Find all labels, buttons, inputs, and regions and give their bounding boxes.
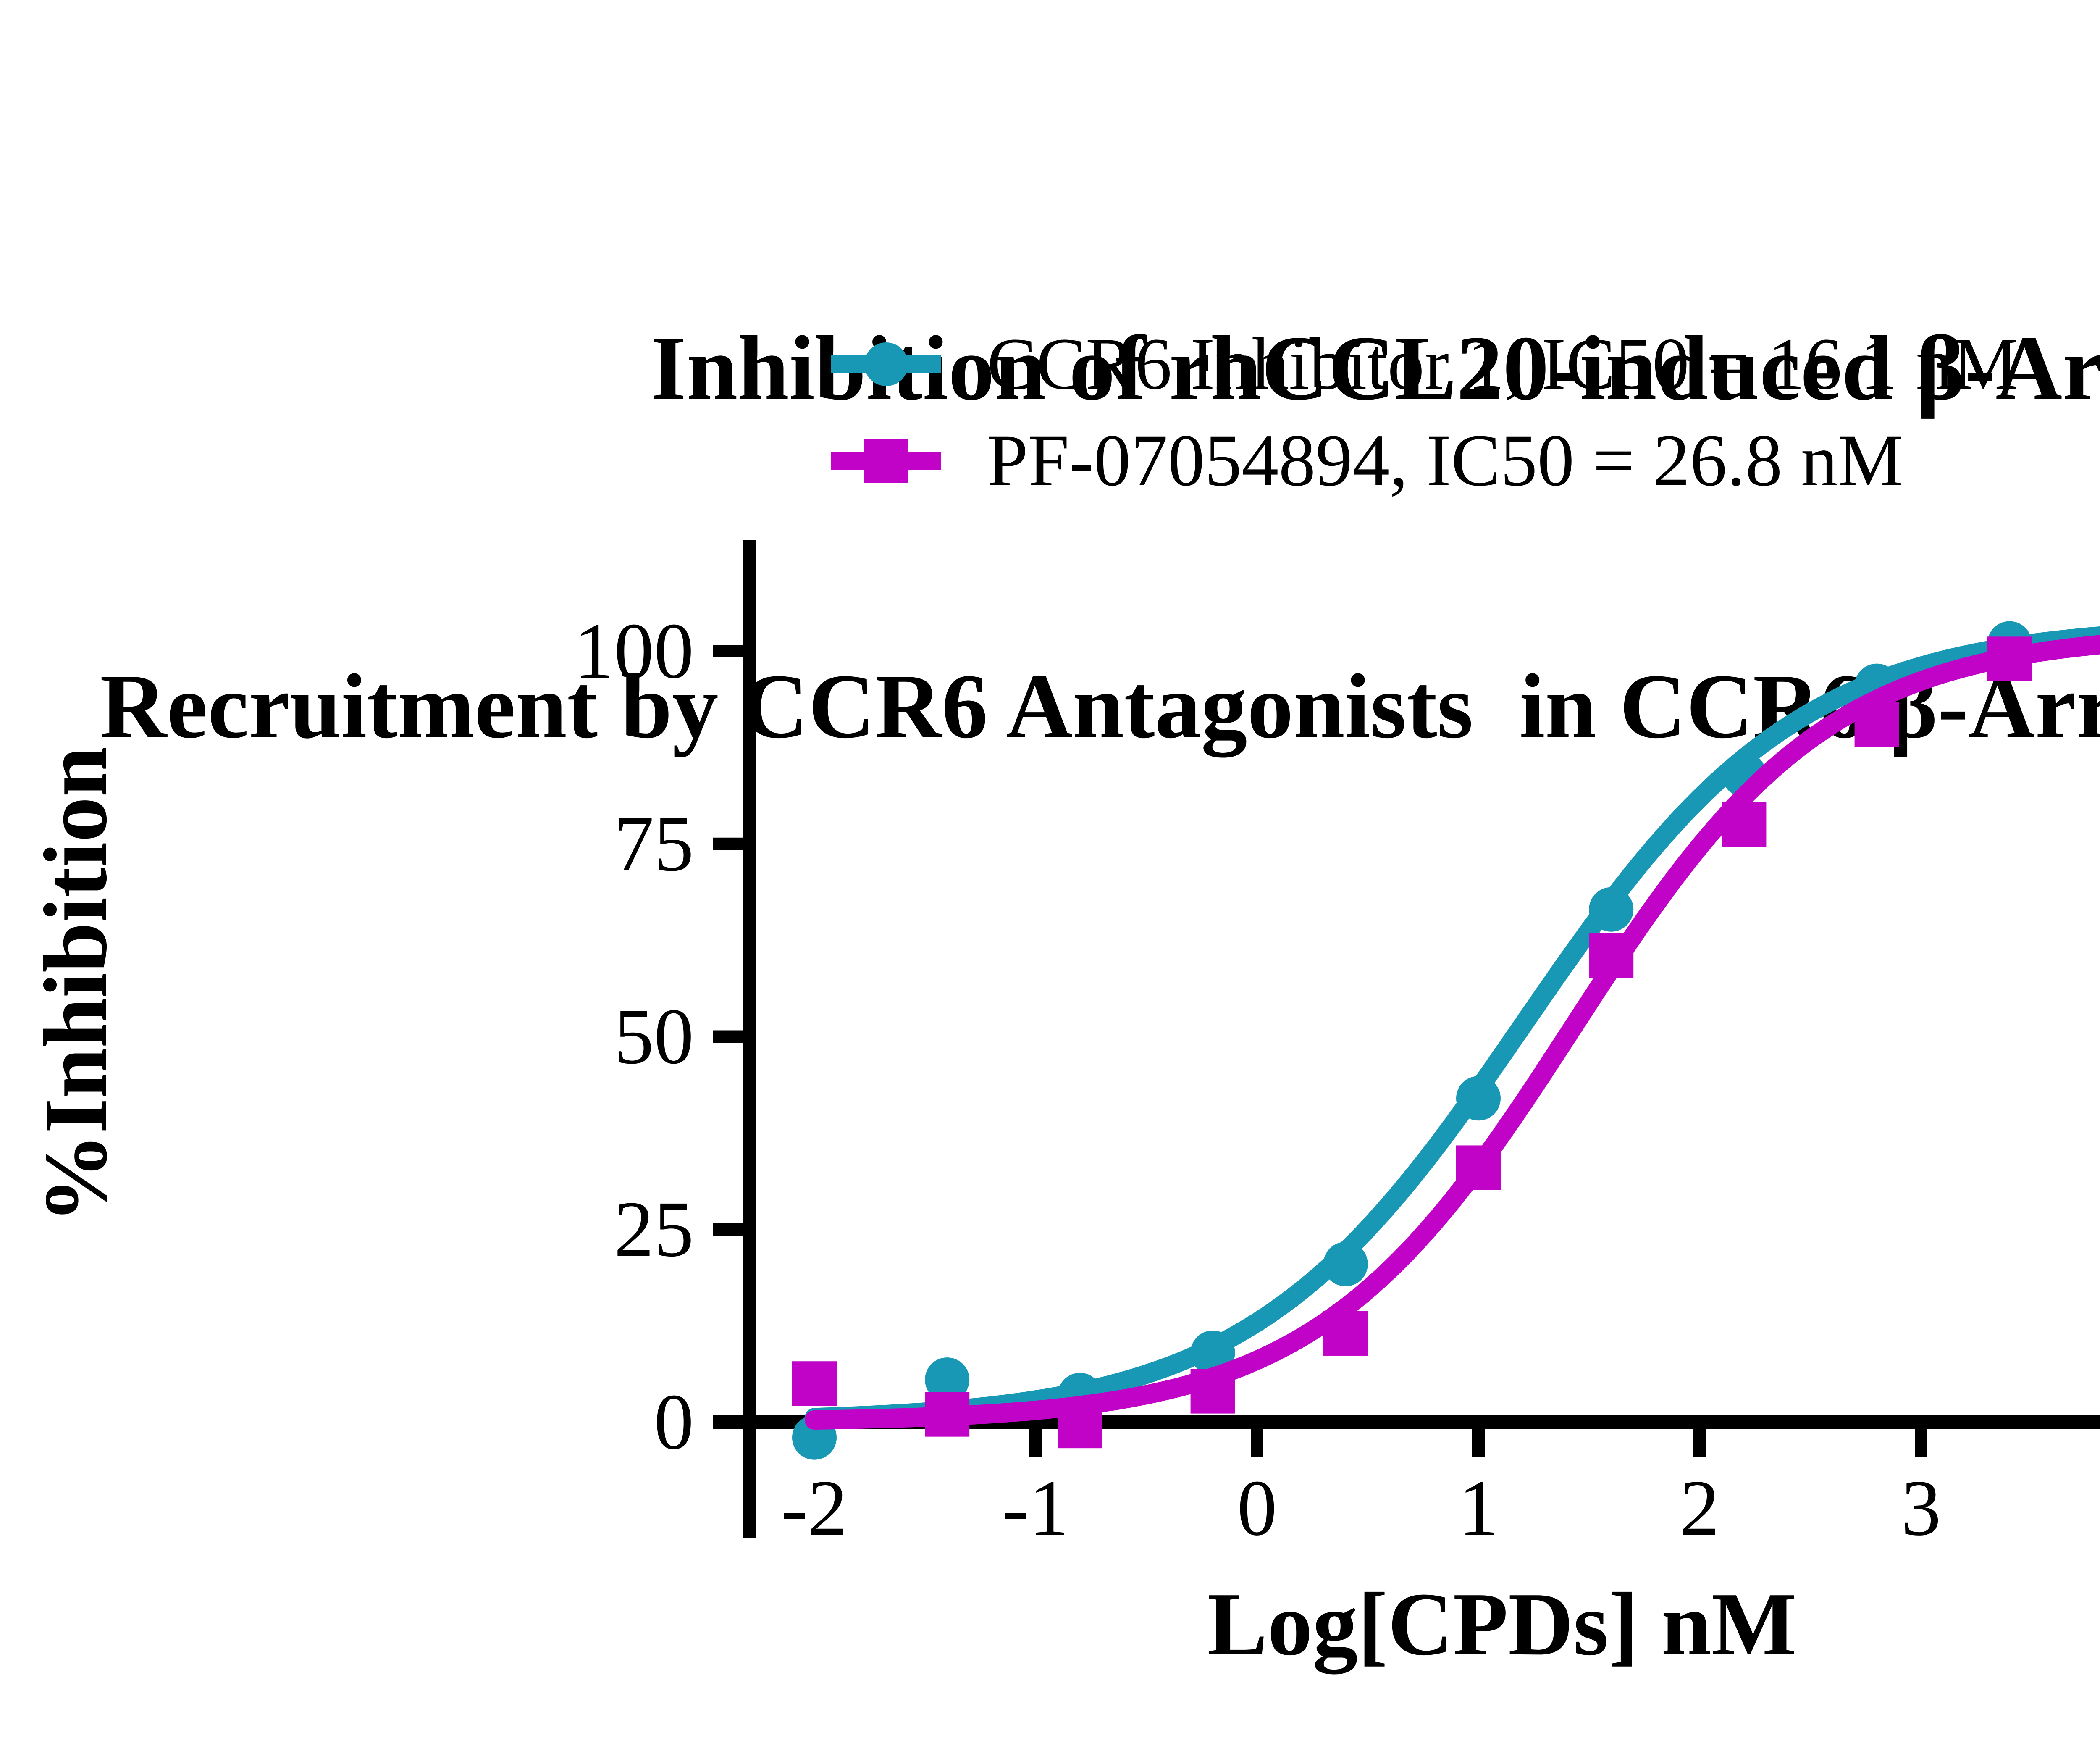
data-point-square [925, 1392, 970, 1437]
chart-title: Inhibition of rhCCL20-induced β-Arrestin… [0, 86, 2100, 988]
data-point-circle [1456, 1076, 1501, 1121]
legend-marker-square-icon [831, 439, 941, 483]
y-tick-label: 75 [614, 800, 694, 888]
x-tick-label: -1 [1003, 1464, 1069, 1552]
data-point-circle [925, 1357, 970, 1402]
x-tick-label: 3 [1901, 1464, 1941, 1552]
x-tick-label: -2 [781, 1464, 848, 1552]
chart-title-line1: Inhibition of rhCCL20-induced β-Arrestin [651, 316, 2100, 419]
x-axis-title: Log[CPDs] nM [1207, 1574, 1797, 1674]
x-tick-label: 2 [1680, 1464, 1720, 1552]
legend-label: CCR6 Inhibitor 1, IC50 = 16.1 nM [987, 323, 2019, 405]
data-point-square [1323, 1311, 1368, 1356]
data-point-square [792, 1361, 837, 1406]
fit-curve-pf-07054894 [805, 635, 2100, 1430]
x-tick-label: 0 [1237, 1464, 1277, 1552]
legend-label: PF-07054894, IC50 = 26.8 nM [987, 420, 1904, 502]
data-point-square [1987, 636, 2032, 681]
data-point-square [1456, 1145, 1501, 1190]
data-point-square [1722, 802, 1767, 847]
data-point-square [1190, 1369, 1235, 1414]
y-tick-label: 50 [614, 993, 694, 1081]
legend-marker-square [864, 439, 908, 483]
legend-marker-circle-icon [831, 342, 941, 386]
legend: CCR6 Inhibitor 1, IC50 = 16.1 nM PF-0705… [830, 316, 2019, 509]
legend-item-ccr6-inhibitor-1: CCR6 Inhibitor 1, IC50 = 16.1 nM [830, 316, 2019, 413]
y-tick-label: 25 [614, 1185, 694, 1273]
legend-marker-circle [864, 342, 908, 386]
legend-item-pf-07054894: PF-07054894, IC50 = 26.8 nM [830, 413, 2019, 509]
data-point-square [1058, 1404, 1102, 1449]
y-tick-label: 0 [654, 1378, 694, 1466]
x-tick-label: 1 [1459, 1464, 1499, 1552]
data-point-square [1854, 702, 1899, 747]
data-point-circle [1589, 887, 1634, 932]
data-point-circle [1323, 1241, 1368, 1286]
y-tick-label: 100 [574, 607, 694, 695]
data-point-square [1589, 933, 1634, 978]
fit-curve-ccr6-inhibitor-1 [805, 626, 2100, 1428]
